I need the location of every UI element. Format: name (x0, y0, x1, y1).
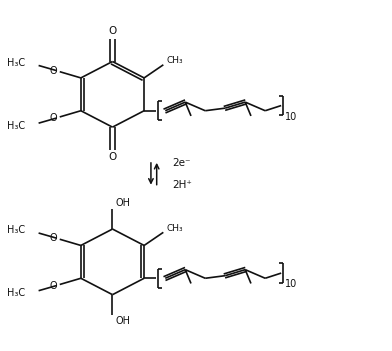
Text: H₃C: H₃C (7, 121, 25, 131)
Text: OH: OH (116, 198, 131, 208)
Text: H₃C: H₃C (7, 289, 25, 298)
Text: 2e⁻: 2e⁻ (172, 158, 191, 168)
Text: O: O (49, 233, 56, 243)
Text: 2H⁺: 2H⁺ (172, 180, 192, 190)
Text: OH: OH (116, 316, 131, 326)
Text: 10: 10 (285, 112, 298, 122)
Text: CH₃: CH₃ (167, 56, 183, 65)
Text: O: O (108, 152, 117, 162)
Text: CH₃: CH₃ (167, 224, 183, 233)
Text: O: O (49, 280, 56, 291)
Text: H₃C: H₃C (7, 58, 25, 68)
Text: O: O (108, 26, 117, 37)
Text: O: O (49, 113, 56, 123)
Text: O: O (49, 66, 56, 76)
Text: H₃C: H₃C (7, 225, 25, 235)
Text: 10: 10 (285, 279, 298, 290)
